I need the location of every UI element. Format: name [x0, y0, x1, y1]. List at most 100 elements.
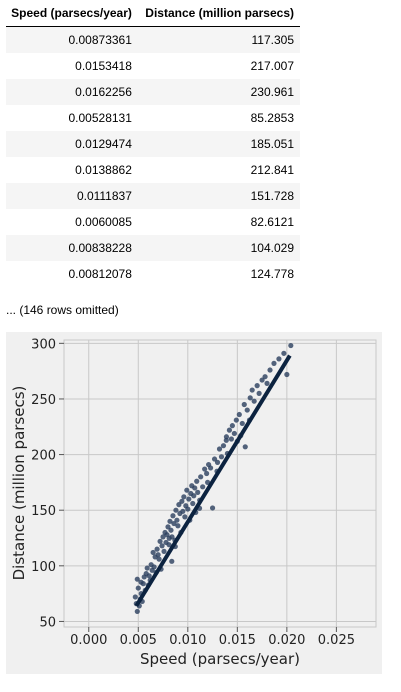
scatter-point — [170, 513, 176, 519]
table-cell-speed: 0.0162256 — [75, 85, 132, 99]
table-cell-distance: 104.029 — [250, 241, 294, 255]
scatter-point — [218, 454, 225, 460]
x-tick-label: 0.015 — [219, 633, 256, 648]
scatter-point — [281, 350, 287, 356]
scatter-point — [194, 478, 200, 484]
table-cell-distance: 230.961 — [250, 85, 294, 99]
scatter-point — [191, 493, 197, 499]
x-axis-label: Speed (parsecs/year) — [140, 650, 300, 668]
scatter-point — [165, 524, 171, 530]
table-row: 0.0060085 82.6121 — [6, 209, 300, 235]
grid-lines — [64, 340, 376, 627]
scatter-point — [288, 342, 294, 349]
table-cell-distance: 217.007 — [250, 59, 294, 73]
y-tick-label: 50 — [39, 615, 56, 630]
rows-omitted-note: ... (146 rows omitted) — [6, 303, 119, 317]
scatter-point — [195, 489, 201, 495]
scatter-point — [242, 444, 248, 450]
scatter-point — [264, 380, 270, 386]
scatter-point — [176, 502, 182, 508]
column-header-distance: Distance (million parsecs) — [139, 0, 300, 27]
scatter-point — [254, 383, 260, 389]
scatter-point — [204, 470, 210, 477]
scatter-point — [236, 411, 242, 418]
scatter-point — [166, 542, 172, 548]
scatter-point — [150, 549, 156, 556]
x-tick-label: 0.005 — [120, 633, 157, 648]
scatter-point — [209, 505, 216, 511]
scatter-point — [244, 407, 250, 413]
table-row: 0.0162256 230.961 — [6, 79, 300, 105]
scatter-point — [132, 594, 138, 600]
table-cell-speed: 0.00812078 — [68, 267, 132, 281]
table-cell-distance: 117.305 — [251, 33, 295, 47]
scatter-point — [200, 484, 206, 490]
scatter-point — [171, 520, 177, 527]
table-cell-distance: 85.2853 — [250, 111, 294, 125]
scatter-point — [239, 420, 245, 427]
data-table-container: Speed (parsecs/year) Distance (million p… — [6, 0, 300, 287]
table-cell-distance: 82.6121 — [250, 215, 294, 229]
scatter-point — [182, 514, 188, 520]
scatter-point — [249, 387, 255, 393]
scatter-point — [223, 434, 230, 440]
x-tick-label: 0.000 — [70, 633, 107, 648]
table-row: 0.00528131 85.2853 — [6, 105, 300, 131]
table-row: 0.0153418 217.007 — [6, 53, 300, 79]
scatter-point — [192, 485, 198, 491]
scatter-point — [211, 456, 218, 462]
scatter-point — [226, 427, 233, 433]
scatter-point — [256, 390, 262, 396]
table-row: 0.00812078 124.778 — [6, 261, 300, 287]
scatter-point — [214, 459, 221, 465]
scatter-point — [229, 423, 235, 429]
x-tick-labels: 0.000 0.005 0.010 0.015 0.020 0.025 — [70, 627, 355, 648]
scatter-point — [151, 564, 157, 570]
x-tick-label: 0.025 — [318, 633, 355, 648]
scatter-point — [159, 543, 165, 549]
scatter-point — [271, 360, 277, 366]
scatter-point — [216, 446, 223, 452]
scatter-point — [184, 487, 190, 493]
data-table: Speed (parsecs/year) Distance (million p… — [6, 0, 300, 287]
scatter-point — [157, 538, 163, 544]
table-cell-speed: 0.0111837 — [76, 189, 132, 203]
scatter-point — [144, 565, 150, 571]
scatter-point — [267, 367, 273, 373]
column-header-speed: Speed (parsecs/year) — [6, 0, 140, 27]
table-row: 0.00873361 117.305 — [6, 26, 300, 53]
scatter-point — [180, 508, 186, 514]
scatter-chart: 0.000 0.005 0.010 0.015 0.020 0.025 50 100 150 2… — [6, 332, 382, 674]
scatter-point — [251, 398, 257, 404]
y-tick-label: 250 — [31, 393, 56, 408]
scatter-point — [179, 498, 185, 504]
scatter-point — [173, 507, 179, 513]
scatter-point — [160, 534, 166, 540]
scatter-point — [181, 494, 187, 500]
y-tick-labels: 50 100 150 200 250 300 — [31, 337, 64, 630]
scatter-point — [134, 608, 140, 615]
x-tick-label: 0.010 — [169, 633, 206, 648]
scatter-point — [202, 466, 208, 472]
table-cell-speed: 0.00838228 — [68, 241, 132, 255]
y-tick-label: 300 — [31, 337, 56, 352]
table-cell-speed: 0.0138862 — [75, 163, 132, 177]
table-cell-speed: 0.0153418 — [75, 59, 132, 73]
scatter-point — [154, 546, 160, 552]
scatter-point — [262, 374, 268, 380]
scatter-point — [185, 506, 191, 512]
table-cell-speed: 0.00528131 — [68, 111, 132, 125]
scatter-point — [175, 523, 181, 529]
table-row: 0.0111837 151.728 — [6, 183, 300, 209]
scatter-point — [135, 585, 141, 591]
plot-area-border — [63, 339, 377, 628]
table-cell-distance: 151.728 — [250, 189, 294, 203]
scatter-point — [169, 558, 175, 564]
scatter-point — [168, 527, 174, 533]
scatter-point — [190, 500, 196, 507]
scatter-point — [247, 395, 253, 401]
scatter-point — [220, 443, 227, 449]
y-tick-label: 150 — [31, 504, 56, 519]
scatter-point — [241, 401, 247, 408]
table-cell-distance: 212.841 — [250, 163, 294, 177]
